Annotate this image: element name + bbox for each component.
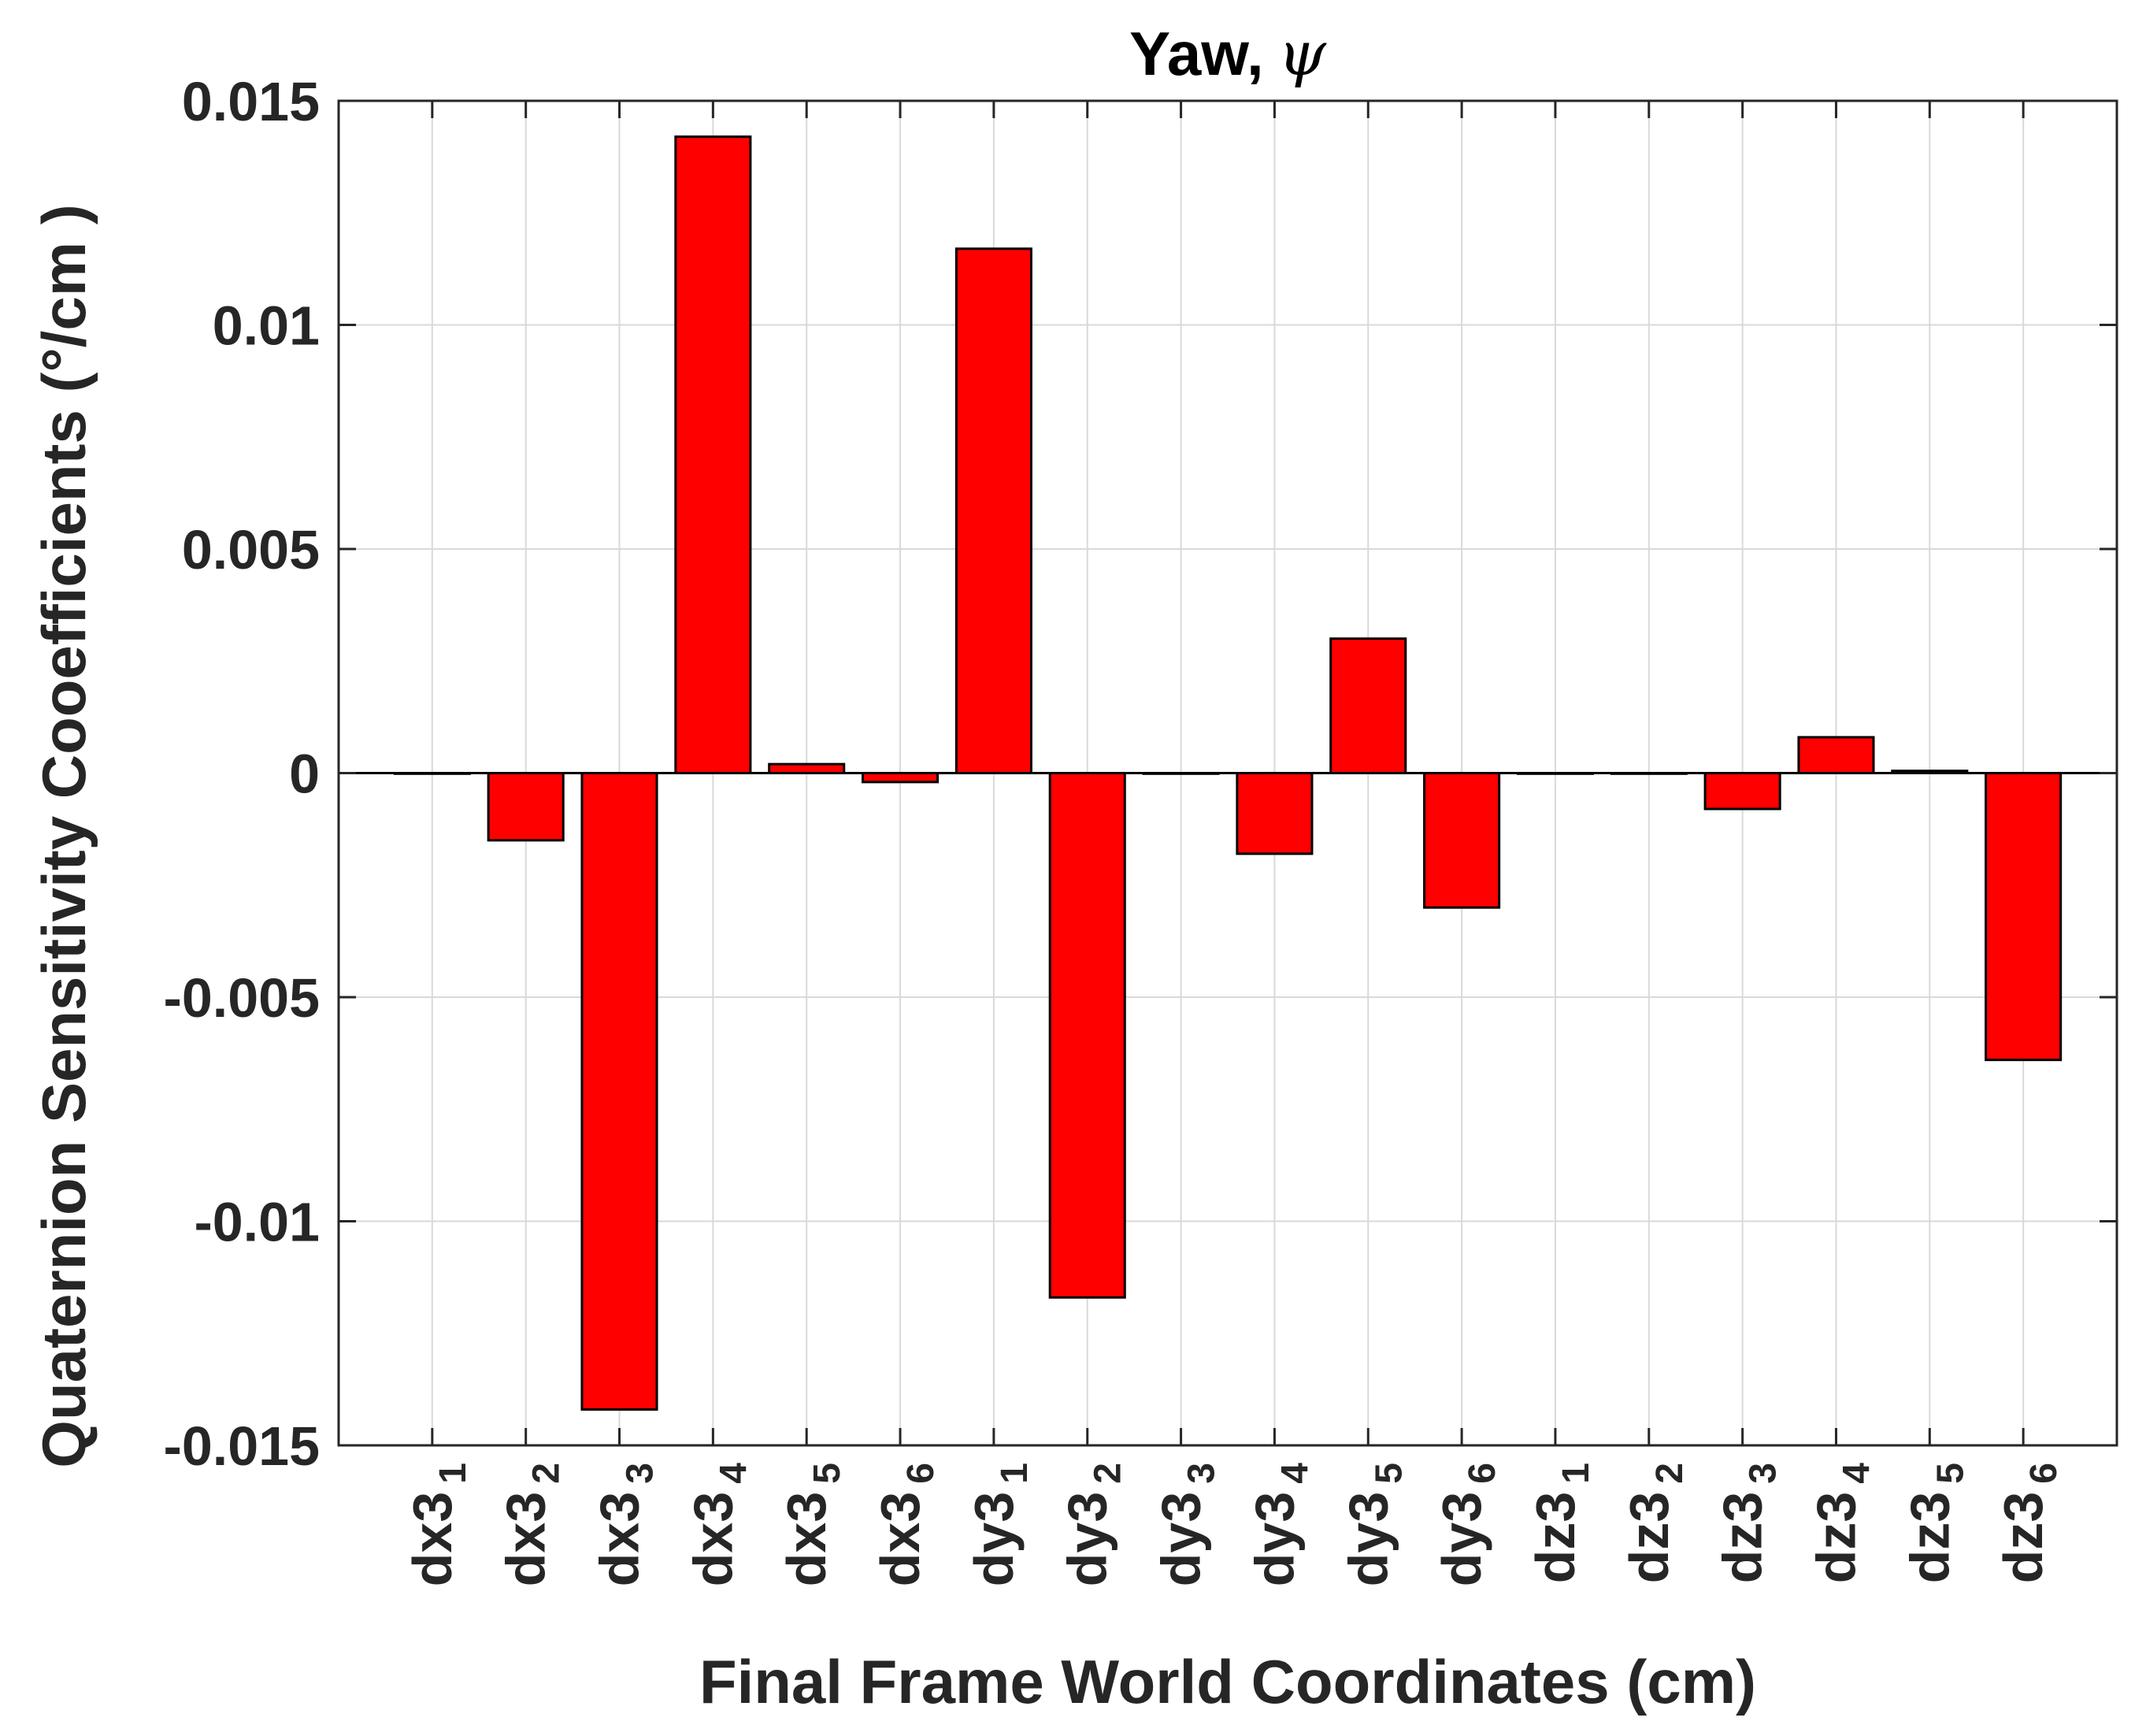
bar-dy3-1: [954, 247, 1032, 774]
x-tick-label-sub: 1: [432, 1463, 474, 1484]
x-tick-label-base: dx3: [589, 1492, 650, 1587]
chart-title-symbol: ψ: [1278, 19, 1327, 90]
x-tick-label: dy34: [1243, 1463, 1316, 1587]
bar-dx3-4: [674, 135, 752, 774]
x-tick-label-sub: 4: [713, 1463, 754, 1484]
x-tick-label: dy36: [1431, 1463, 1503, 1586]
x-tick-label: dz35: [1899, 1463, 1971, 1583]
x-tick-label-sub: 6: [1462, 1463, 1503, 1484]
x-tick-label-sub: 3: [1181, 1463, 1223, 1484]
x-tick-label: dz36: [1992, 1463, 2065, 1583]
y-tick-label: 0.01: [213, 295, 320, 357]
x-tick-label-base: dy3: [1151, 1492, 1212, 1587]
x-tick-label-sub: 5: [806, 1463, 848, 1484]
x-tick-label-base: dz3: [1899, 1492, 1960, 1584]
x-tick-label: dx34: [682, 1463, 754, 1587]
x-tick-label-sub: 1: [1555, 1463, 1597, 1484]
x-tick-label: dy31: [963, 1463, 1036, 1586]
x-tick-label: dy35: [1337, 1463, 1410, 1586]
x-tick-label-base: dx3: [402, 1492, 463, 1587]
x-tick-label: dx32: [495, 1463, 568, 1586]
axes: [337, 99, 2118, 1447]
x-tick-label-sub: 5: [1368, 1463, 1410, 1484]
x-tick-label-sub: 4: [1836, 1463, 1877, 1484]
x-tick-label-base: dy3: [1243, 1492, 1305, 1587]
bar-dy3-6: [1423, 772, 1501, 909]
x-tick-label-base: dx3: [495, 1492, 557, 1587]
bar-dz3-4: [1797, 736, 1875, 774]
x-tick-label: dy33: [1151, 1463, 1223, 1586]
x-axis-label: Final Frame World Coordinates (cm): [699, 1647, 1756, 1716]
x-tick-label: dz31: [1525, 1463, 1597, 1583]
x-tick-label-base: dx3: [682, 1492, 743, 1587]
bar-dx3-3: [580, 772, 658, 1411]
x-tick-label: dx35: [776, 1463, 848, 1586]
x-tick-label-sub: 1: [994, 1463, 1036, 1484]
bar-dx3-6: [862, 772, 940, 784]
x-tick-labels: dx31dx32dx33dx34dx35dx36dy31dy32dy33dy34…: [402, 1463, 2065, 1587]
y-tick-label: 0: [289, 744, 320, 805]
x-tick-label-base: dx3: [869, 1492, 931, 1587]
x-tick-label-sub: 3: [620, 1463, 662, 1484]
bar-dy3-5: [1329, 637, 1407, 774]
bar-dx3-2: [487, 772, 565, 842]
x-tick-label-sub: 2: [1088, 1463, 1129, 1484]
x-tick-label: dx33: [589, 1463, 662, 1586]
y-tick-labels: 0.015 0.01 0.005 0 -0.005 -0.01 -0.015: [164, 71, 320, 1477]
y-axis-label: Quaternion Sensitivity Cooefficients (°/…: [29, 204, 98, 1467]
x-tick-label-base: dz3: [1712, 1492, 1774, 1584]
x-tick-label-base: dy3: [963, 1492, 1025, 1587]
bar-dy3-2: [1048, 772, 1126, 1299]
x-tick-label-sub: 3: [1743, 1463, 1785, 1484]
x-tick-label-sub: 5: [1929, 1463, 1971, 1484]
x-tick-label: dz34: [1805, 1463, 1877, 1584]
y-tick-label: 0.005: [182, 519, 320, 581]
x-tick-label-sub: 4: [1274, 1463, 1316, 1484]
x-tick-label-base: dx3: [776, 1492, 837, 1587]
x-tick-label-base: dz3: [1992, 1492, 2054, 1584]
x-tick-label-sub: 2: [1649, 1463, 1691, 1484]
x-tick-label: dz32: [1618, 1463, 1691, 1583]
x-tick-label: dz33: [1712, 1463, 1785, 1583]
bar-dx3-5: [768, 762, 846, 774]
x-tick-label-sub: 6: [900, 1463, 942, 1484]
bar-dz3-3: [1703, 772, 1781, 811]
x-tick-label-base: dy3: [1057, 1492, 1118, 1587]
y-tick-label: -0.01: [194, 1192, 320, 1253]
x-tick-label-base: dy3: [1431, 1492, 1492, 1587]
x-tick-label: dx31: [402, 1463, 474, 1586]
chart-title-text: Yaw,: [1129, 19, 1264, 88]
x-tick-label-base: dz3: [1618, 1492, 1680, 1584]
chart-title: Yaw, ψ: [1129, 19, 1327, 90]
x-tick-label-base: dz3: [1805, 1492, 1866, 1584]
y-tick-label: -0.015: [164, 1415, 320, 1477]
bar-dz3-6: [1985, 772, 2063, 1062]
bar-dy3-4: [1236, 772, 1314, 855]
x-tick-label-base: dz3: [1525, 1492, 1586, 1584]
y-tick-label: -0.005: [164, 967, 320, 1029]
x-tick-label-sub: 6: [2023, 1463, 2065, 1484]
x-tick-label: dy32: [1057, 1463, 1129, 1586]
y-tick-label: 0.015: [182, 71, 320, 132]
x-tick-label-sub: 2: [526, 1463, 568, 1484]
x-tick-label-base: dy3: [1337, 1492, 1399, 1587]
x-tick-label: dx36: [869, 1463, 942, 1586]
